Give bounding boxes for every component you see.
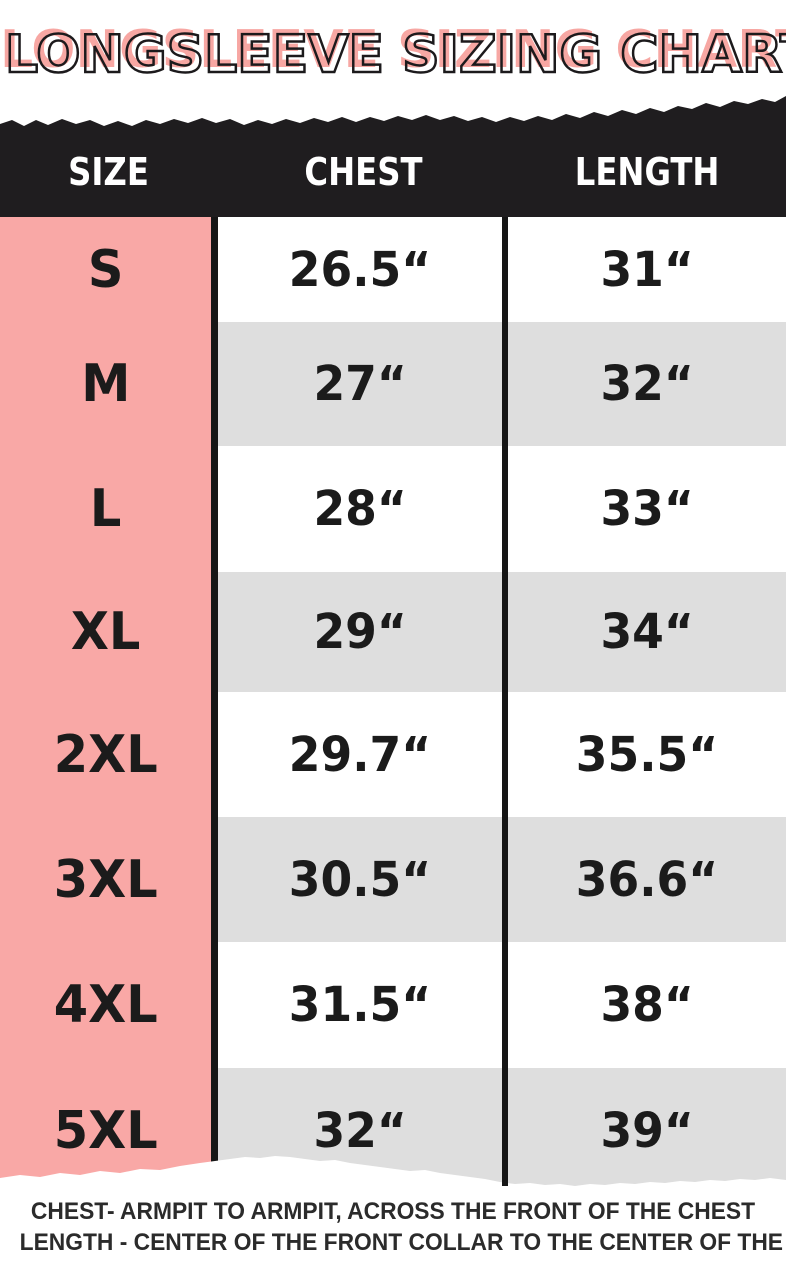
column-divider — [502, 942, 508, 1068]
page-title-outline-text: LONGSLEEVE SIZING CHART — [4, 25, 786, 85]
column-divider — [502, 572, 508, 692]
chest-definition: CHEST- ARMPIT TO ARMPIT, ACROSS THE FRON… — [30, 1198, 756, 1225]
column-header-length: LENGTH — [574, 150, 720, 194]
column-divider — [502, 1068, 508, 1193]
length-cell: 32“ — [508, 322, 786, 446]
chest-cell: 31.5“ — [218, 942, 502, 1068]
column-divider — [211, 572, 218, 692]
table-header-row: SIZE CHEST LENGTH — [0, 140, 786, 204]
table-row-s: S 26.5“ 31“ — [0, 217, 786, 322]
column-divider — [211, 942, 218, 1068]
page-title: LONGSLEEVE SIZING CHART LONGSLEEVE SIZIN… — [0, 20, 786, 102]
column-divider — [211, 817, 218, 942]
column-divider — [211, 446, 218, 572]
column-divider-remnant — [502, 1140, 508, 1186]
length-cell: 33“ — [508, 446, 786, 572]
sizing-table: S 26.5“ 31“ M 27“ 32“ L 28“ 33“ XL 29“ 3… — [0, 217, 786, 1193]
column-divider — [211, 322, 218, 446]
length-cell: 36.6“ — [508, 817, 786, 942]
size-cell: M — [0, 322, 211, 446]
length-cell: 39“ — [508, 1068, 786, 1193]
chest-cell: 28“ — [218, 446, 502, 572]
column-divider — [502, 692, 508, 817]
page-title-fill-text: LONGSLEEVE SIZING CHART — [0, 20, 786, 80]
column-divider — [502, 322, 508, 446]
size-cell: 4XL — [0, 942, 211, 1068]
column-header-chest: CHEST — [303, 150, 423, 194]
length-cell: 38“ — [508, 942, 786, 1068]
table-row-l: L 28“ 33“ — [0, 446, 786, 572]
column-divider — [502, 817, 508, 942]
length-cell: 35.5“ — [508, 692, 786, 817]
length-cell: 31“ — [508, 217, 786, 322]
torn-paper-bottom-edge — [0, 1140, 786, 1210]
footnotes: CHEST- ARMPIT TO ARMPIT, ACROSS THE FRON… — [0, 1196, 786, 1258]
chest-cell: 26.5“ — [218, 217, 502, 322]
size-cell: L — [0, 446, 211, 572]
chest-cell: 27“ — [218, 322, 502, 446]
size-cell: S — [0, 217, 211, 322]
table-row-3xl: 3XL 30.5“ 36.6“ — [0, 817, 786, 942]
column-divider — [211, 692, 218, 817]
column-divider — [211, 1068, 218, 1193]
table-row-4xl: 4XL 31.5“ 38“ — [0, 942, 786, 1068]
torn-paper-bottom-shape — [0, 1156, 786, 1210]
size-cell: 2XL — [0, 692, 211, 817]
length-definition: LENGTH - CENTER OF THE FRONT COLLAR TO T… — [19, 1229, 786, 1256]
chest-cell: 29.7“ — [218, 692, 502, 817]
size-cell: XL — [0, 572, 211, 692]
column-divider — [211, 217, 218, 322]
chest-cell: 30.5“ — [218, 817, 502, 942]
torn-paper-top-shape — [0, 96, 786, 217]
column-divider — [502, 446, 508, 572]
torn-paper-top-edge — [0, 96, 786, 217]
length-cell: 34“ — [508, 572, 786, 692]
column-header-size: SIZE — [68, 150, 150, 194]
column-divider — [502, 217, 508, 322]
chest-cell: 29“ — [218, 572, 502, 692]
table-row-xl: XL 29“ 34“ — [0, 572, 786, 692]
size-cell: 3XL — [0, 817, 211, 942]
table-row-m: M 27“ 32“ — [0, 322, 786, 446]
table-row-2xl: 2XL 29.7“ 35.5“ — [0, 692, 786, 817]
